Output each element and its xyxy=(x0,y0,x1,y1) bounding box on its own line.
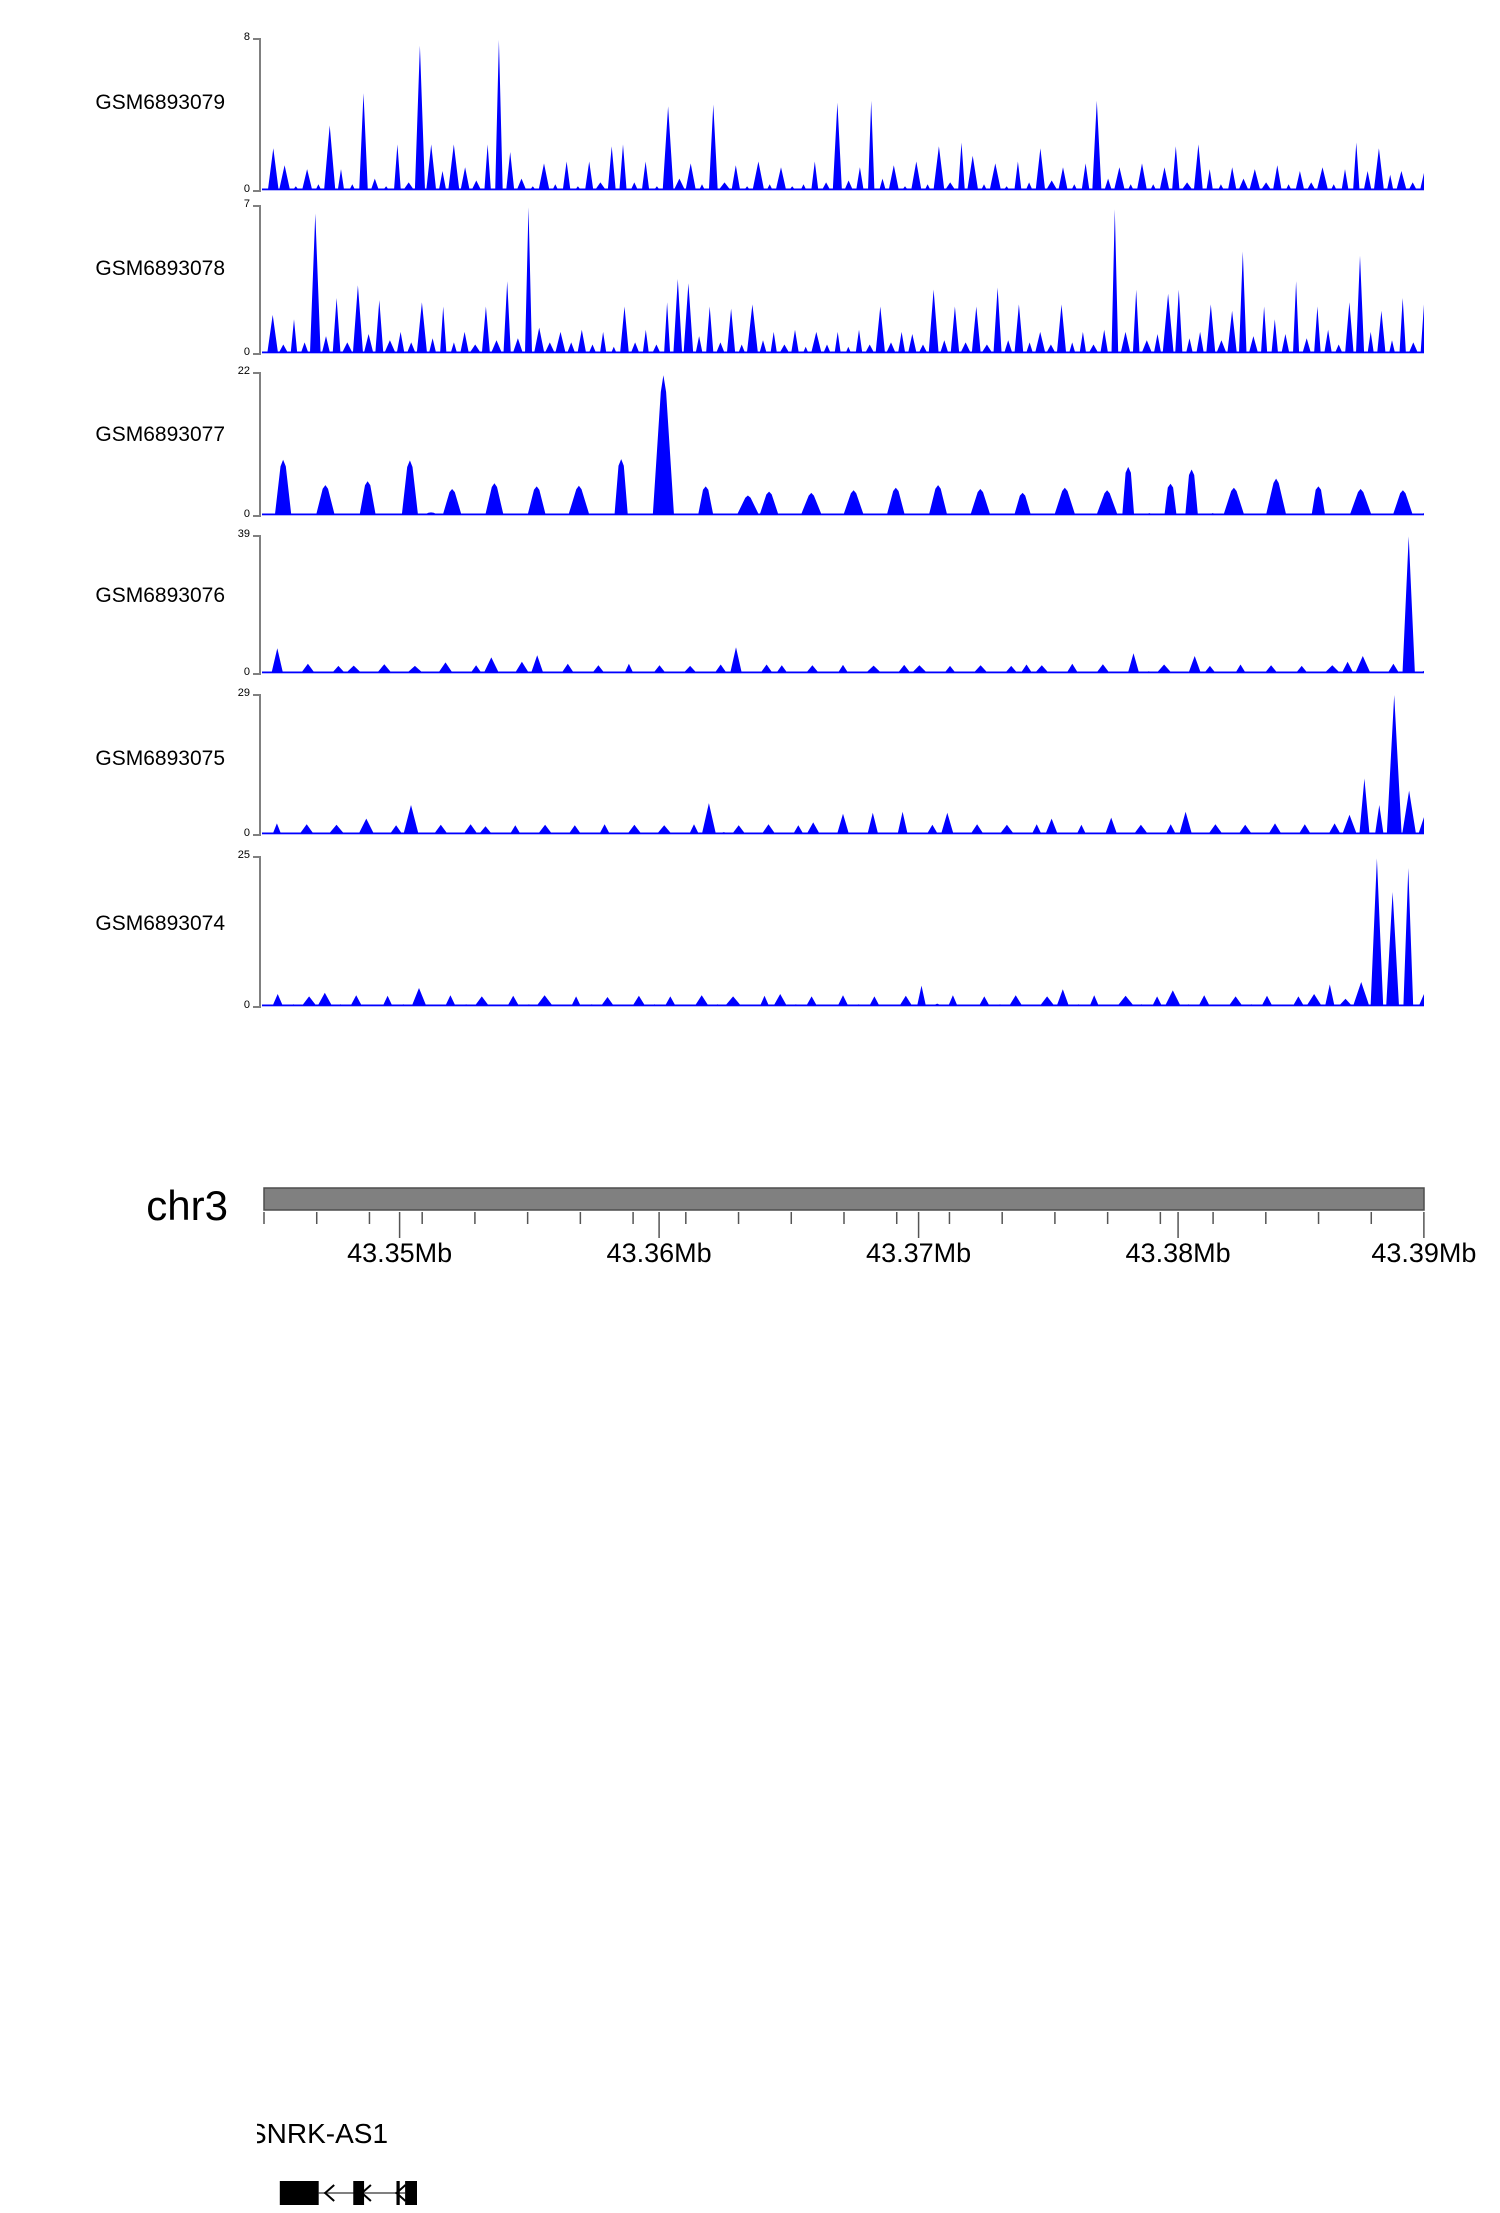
axis-tick-label: 43.39Mb xyxy=(1371,1238,1476,1268)
y-axis-max-label: 8 xyxy=(243,31,250,43)
coverage-baseline xyxy=(262,188,1424,191)
axis-tick-label: 43.37Mb xyxy=(866,1238,971,1268)
coverage-area xyxy=(262,207,1424,353)
exon-block xyxy=(279,2181,319,2205)
coverage-baseline xyxy=(262,513,1424,516)
y-axis-max-label: 7 xyxy=(243,198,250,210)
y-axis-rule xyxy=(259,372,261,515)
y-axis-min-label: 0 xyxy=(243,183,250,195)
y-axis-tick-bottom xyxy=(253,1006,261,1008)
exon-block xyxy=(396,2181,400,2205)
y-axis-min-label: 0 xyxy=(243,999,250,1011)
y-axis-tick-bottom xyxy=(253,190,261,192)
track-label-GSM6893075: GSM6893075 xyxy=(95,747,225,770)
track-label-GSM6893076: GSM6893076 xyxy=(95,584,225,607)
y-axis-max-label: 29 xyxy=(237,687,250,699)
y-axis-tick-top xyxy=(253,535,261,537)
y-axis-tick-bottom xyxy=(253,673,261,675)
y-axis-min-label: 0 xyxy=(243,666,250,678)
y-axis-min-label: 0 xyxy=(243,508,250,520)
coverage-baseline xyxy=(262,351,1424,354)
y-axis-tick-top xyxy=(253,372,261,374)
coverage-plot-area[interactable] xyxy=(262,856,1424,1007)
y-axis-rule xyxy=(259,205,261,353)
y-axis-rule xyxy=(259,856,261,1006)
coverage-plot-area[interactable] xyxy=(262,694,1424,835)
y-axis-rule xyxy=(259,535,261,673)
coverage-area xyxy=(262,375,1424,515)
genome-browser: GSM6893079 8 0 GSM6893078 7 0 GSM6893077 22 0 GSM… xyxy=(0,31,1500,2205)
gene-annotation-track: SNRK-AS1 xyxy=(0,1055,1500,2205)
track-label-GSM6893074: GSM6893074 xyxy=(95,912,225,935)
y-axis-rule xyxy=(259,694,261,834)
track-label-GSM6893077: GSM6893077 xyxy=(95,423,225,446)
axis-tick-label: 43.38Mb xyxy=(1126,1238,1231,1268)
y-axis-max-label: 22 xyxy=(237,365,250,377)
y-axis-tick-bottom xyxy=(253,353,261,355)
y-axis-tick-bottom xyxy=(253,515,261,517)
y-axis-rule xyxy=(259,38,261,190)
coverage-plot-area[interactable] xyxy=(262,38,1424,191)
track-label-GSM6893079: GSM6893079 xyxy=(95,91,225,114)
gene-model-glyph[interactable] xyxy=(255,2173,515,2213)
coverage-area xyxy=(262,536,1424,673)
coverage-baseline xyxy=(262,1004,1424,1007)
axis-tick-label: 43.35Mb xyxy=(347,1238,452,1268)
exon-block xyxy=(405,2181,417,2205)
chromosome-axis[interactable]: 43.35Mb 43.36Mb 43.37Mb 43.38Mb 43.39Mb xyxy=(260,1186,1500,1296)
coverage-area xyxy=(262,39,1424,190)
coverage-baseline xyxy=(262,832,1424,835)
coverage-plot-area[interactable] xyxy=(262,535,1424,674)
y-axis-min-label: 0 xyxy=(243,827,250,839)
y-axis-tick-top xyxy=(253,205,261,207)
ideogram-bar xyxy=(263,1187,1425,1211)
y-axis-max-label: 25 xyxy=(237,849,250,861)
coverage-area xyxy=(262,858,1424,1006)
axis-tick-label: 43.36Mb xyxy=(607,1238,712,1268)
coverage-baseline xyxy=(262,671,1424,674)
y-axis-tick-top xyxy=(253,694,261,696)
y-axis-tick-top xyxy=(253,38,261,40)
coverage-plot-area[interactable] xyxy=(262,372,1424,516)
gene-name-label: SNRK-AS1 xyxy=(248,2118,389,2149)
chromosome-label: chr3 xyxy=(146,1182,228,1229)
coverage-plot-area[interactable] xyxy=(262,205,1424,354)
y-axis-min-label: 0 xyxy=(243,346,250,358)
y-axis-tick-top xyxy=(253,856,261,858)
y-axis-tick-bottom xyxy=(253,834,261,836)
track-label-GSM6893078: GSM6893078 xyxy=(95,257,225,280)
coverage-area xyxy=(262,695,1424,834)
y-axis-max-label: 39 xyxy=(237,528,250,540)
exon-block xyxy=(353,2181,365,2205)
